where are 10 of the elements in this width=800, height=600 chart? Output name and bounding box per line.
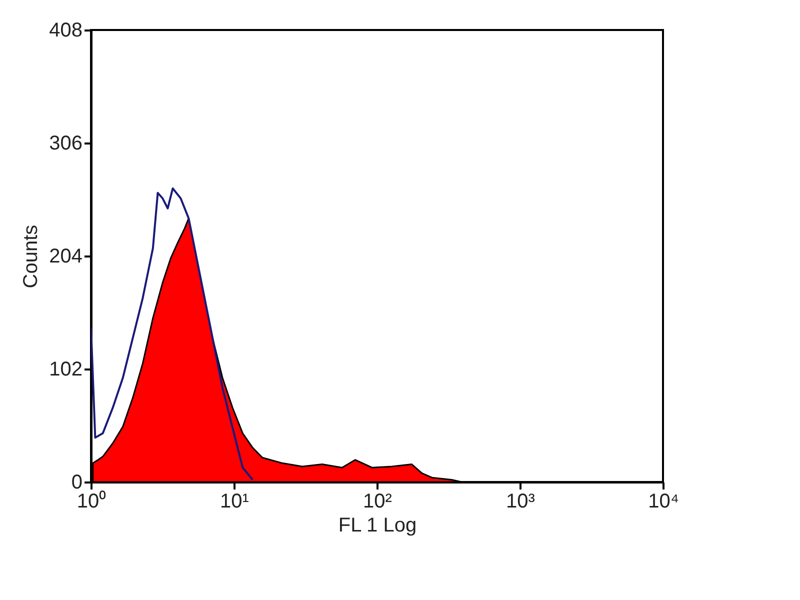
y-axis-title: Counts <box>20 224 42 288</box>
x-tick-label: 10⁴ <box>648 490 679 512</box>
x-tick-label: 10² <box>363 490 392 512</box>
x-tick-label: 10¹ <box>220 490 250 512</box>
y-tick-label: 204 <box>49 246 82 268</box>
y-tick-label: 408 <box>49 20 82 42</box>
y-tick-label: 102 <box>49 358 82 380</box>
x-axis-title: FL 1 Log <box>338 514 417 536</box>
y-tick-label: 306 <box>49 132 82 154</box>
x-tick-label: 10³ <box>506 490 536 512</box>
